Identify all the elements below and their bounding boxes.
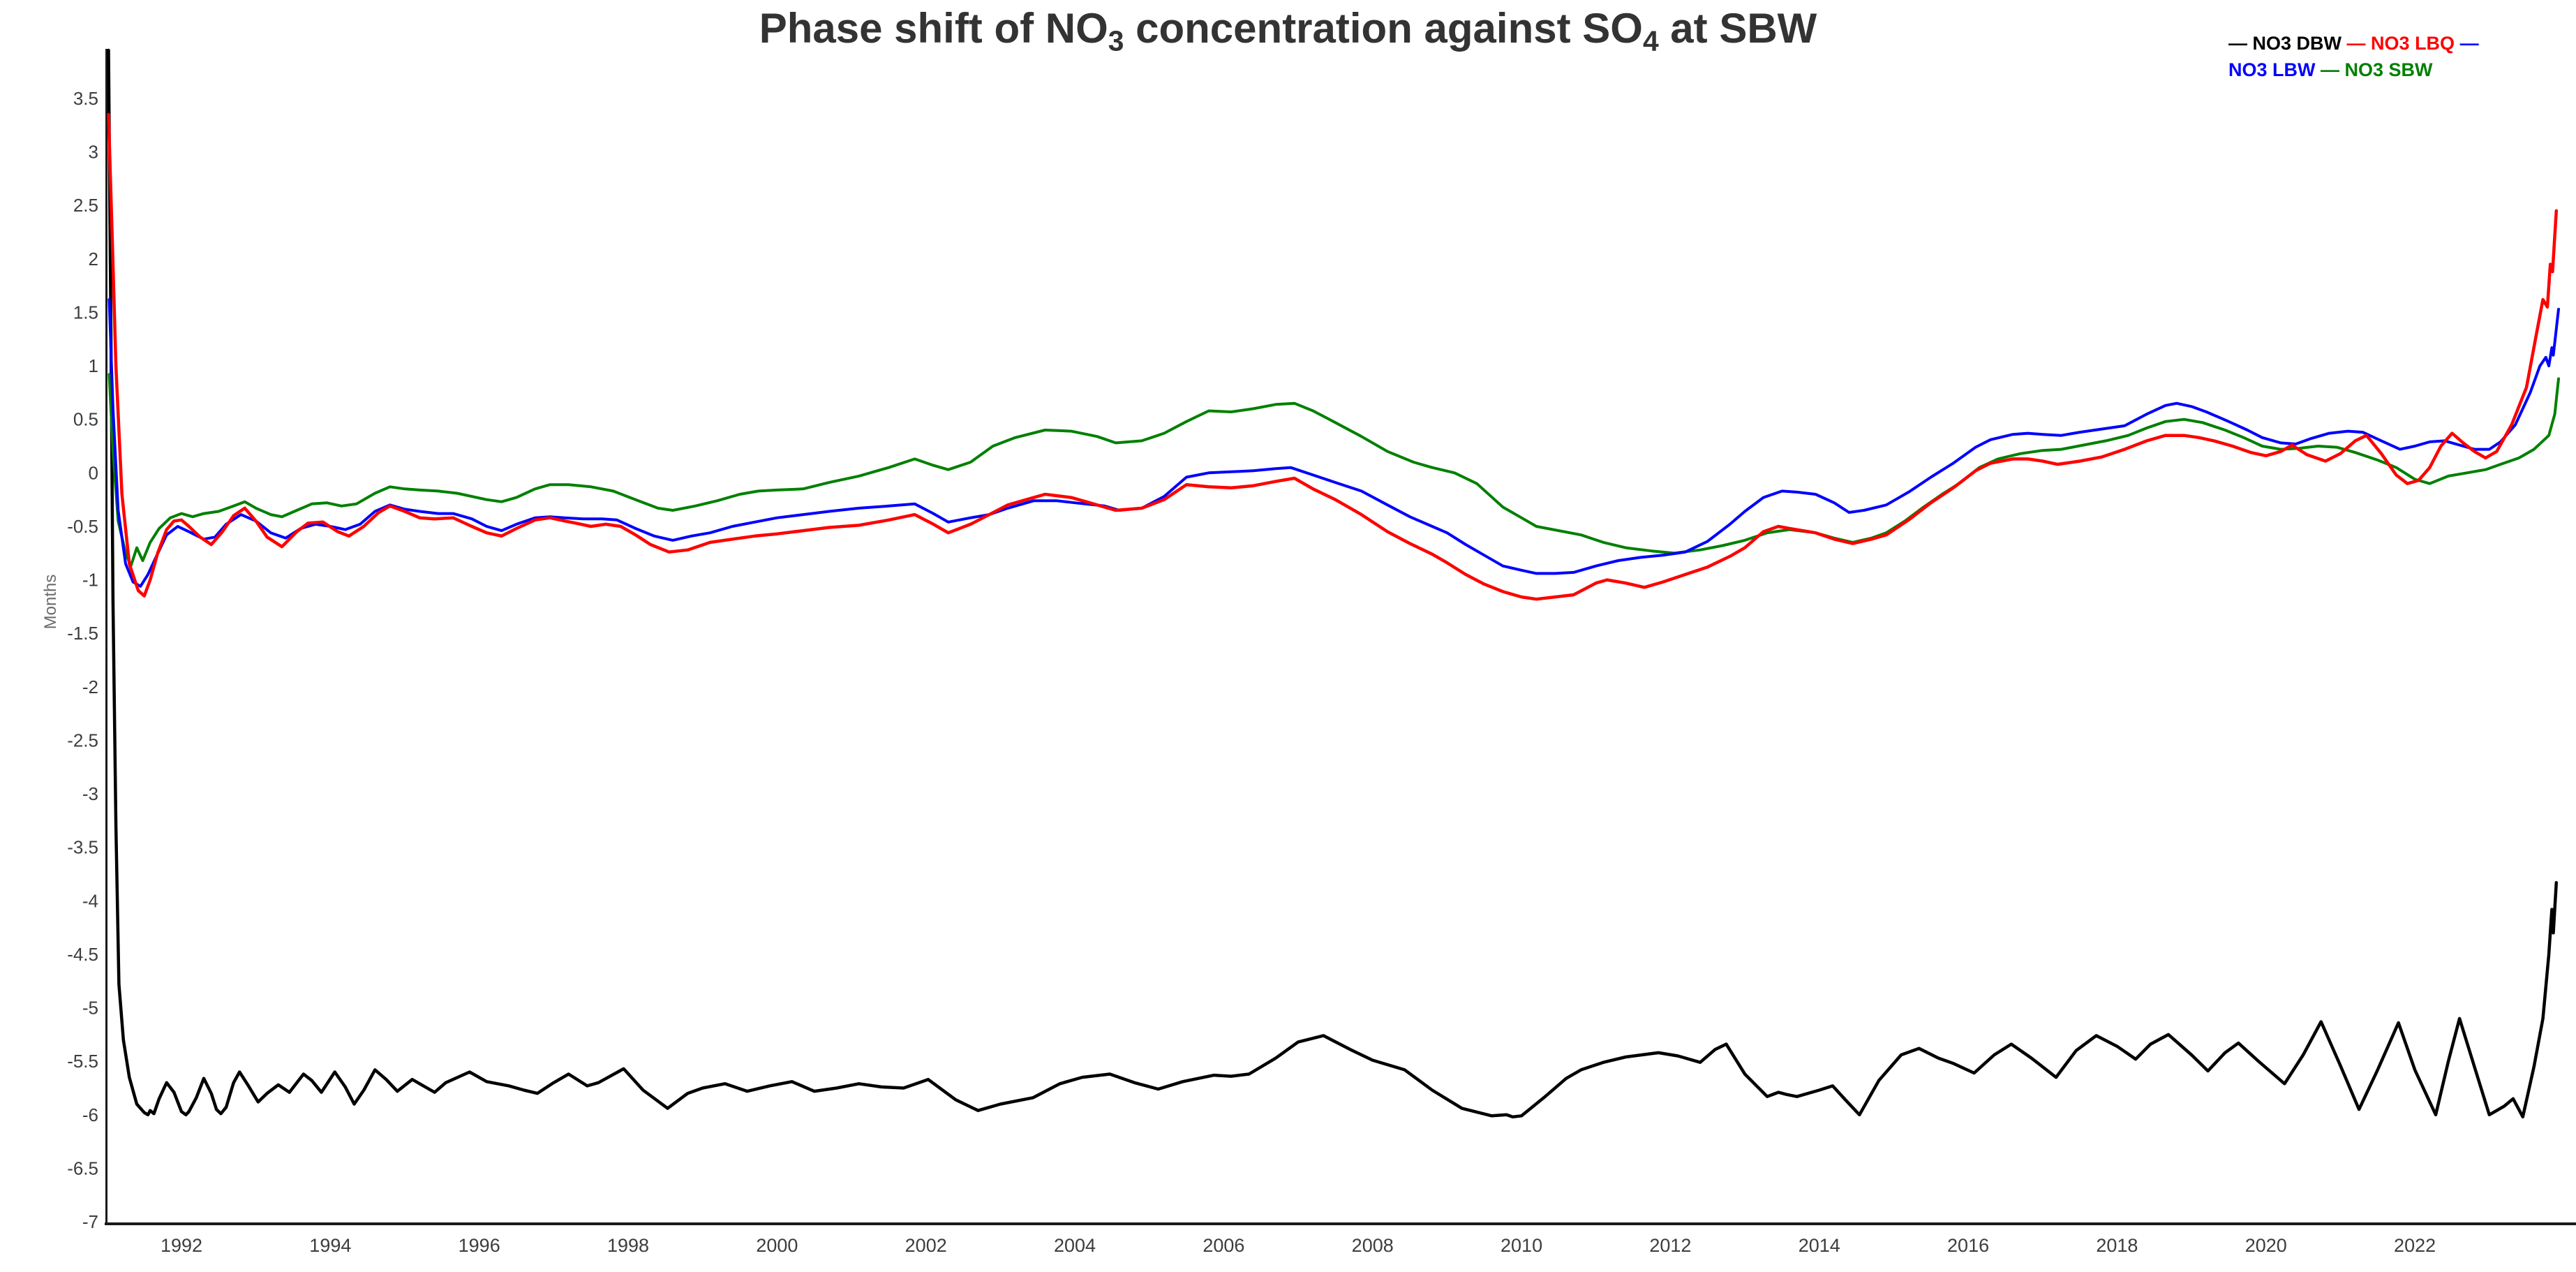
y-tick-label: 0.5: [73, 409, 98, 430]
x-tick-label: 1998: [607, 1235, 649, 1256]
series-line-no3-lbw: [107, 298, 2560, 588]
x-tick-label: 1994: [309, 1235, 351, 1256]
legend-item-label[interactable]: NO3 LBQ: [2371, 33, 2455, 54]
title-text: concentration against SO: [1124, 5, 1643, 52]
y-tick-label: -1: [82, 570, 98, 591]
y-tick-label: 1: [89, 355, 98, 376]
x-tick-label: 2020: [2245, 1235, 2287, 1256]
title-text: Phase shift of NO: [759, 5, 1108, 52]
y-tick-label: 0: [89, 462, 98, 483]
x-tick-label: 2018: [2096, 1235, 2138, 1256]
y-tick-label: -2.5: [67, 730, 98, 750]
x-tick-label: 2000: [756, 1235, 798, 1256]
series-line-no3-dbw: [107, 48, 2559, 1119]
x-tick-label: 2008: [1352, 1235, 1394, 1256]
y-tick-label: 3: [89, 142, 98, 163]
y-tick-label: -5: [82, 998, 98, 1019]
y-axis-title: Months: [41, 575, 60, 630]
y-tick-label: -6: [82, 1104, 98, 1125]
title-subscript: 4: [1642, 24, 1659, 57]
y-tick-label: -4: [82, 890, 98, 911]
y-tick-label: 1.5: [73, 302, 98, 323]
x-tick-label: 2006: [1203, 1235, 1244, 1256]
series-line-no3-sbw: [107, 373, 2560, 568]
title-subscript: 3: [1108, 24, 1124, 57]
x-tick-label: 2012: [1649, 1235, 1691, 1256]
y-tick-label: -4.5: [67, 944, 98, 965]
legend-dash-icon: —: [2459, 33, 2479, 54]
x-tick-label: 1992: [161, 1235, 202, 1256]
legend-dash-icon: —: [2228, 33, 2247, 54]
legend-dash-icon: —: [2346, 33, 2366, 54]
y-tick-label: -1.5: [67, 623, 98, 644]
chart-legend: — NO3 DBW — NO3 LBQ — NO3 LBW — NO3 SBW: [2228, 31, 2513, 84]
legend-item-label[interactable]: NO3 DBW: [2252, 33, 2342, 54]
y-tick-label: -0.5: [67, 516, 98, 537]
x-tick-label: 2002: [905, 1235, 947, 1256]
y-tick-label: -2: [82, 676, 98, 697]
y-tick-label: -3: [82, 783, 98, 804]
x-tick-label: 2004: [1054, 1235, 1096, 1256]
x-tick-label: 1996: [459, 1235, 500, 1256]
legend-item-label[interactable]: NO3 SBW: [2344, 59, 2433, 80]
y-tick-label: 2.5: [73, 195, 98, 216]
title-text: at SBW: [1658, 5, 1817, 52]
x-tick-label: 2016: [1947, 1235, 1989, 1256]
chart-title: Phase shift of NO3 concentration against…: [0, 4, 2576, 57]
x-tick-label: 2014: [1799, 1235, 1840, 1256]
y-tick-label: -6.5: [67, 1158, 98, 1178]
y-tick-label: 3.5: [73, 88, 98, 109]
y-tick-label: -5.5: [67, 1051, 98, 1072]
series-line-no3-lbq: [107, 112, 2559, 601]
y-tick-label: 2: [89, 249, 98, 269]
y-tick-label: -3.5: [67, 837, 98, 858]
x-tick-label: 2010: [1501, 1235, 1542, 1256]
y-tick-label: -7: [82, 1211, 98, 1232]
x-tick-label: 2022: [2394, 1235, 2436, 1256]
legend-dash-icon: —: [2321, 59, 2340, 80]
legend-item-label[interactable]: NO3 LBW: [2228, 59, 2316, 80]
